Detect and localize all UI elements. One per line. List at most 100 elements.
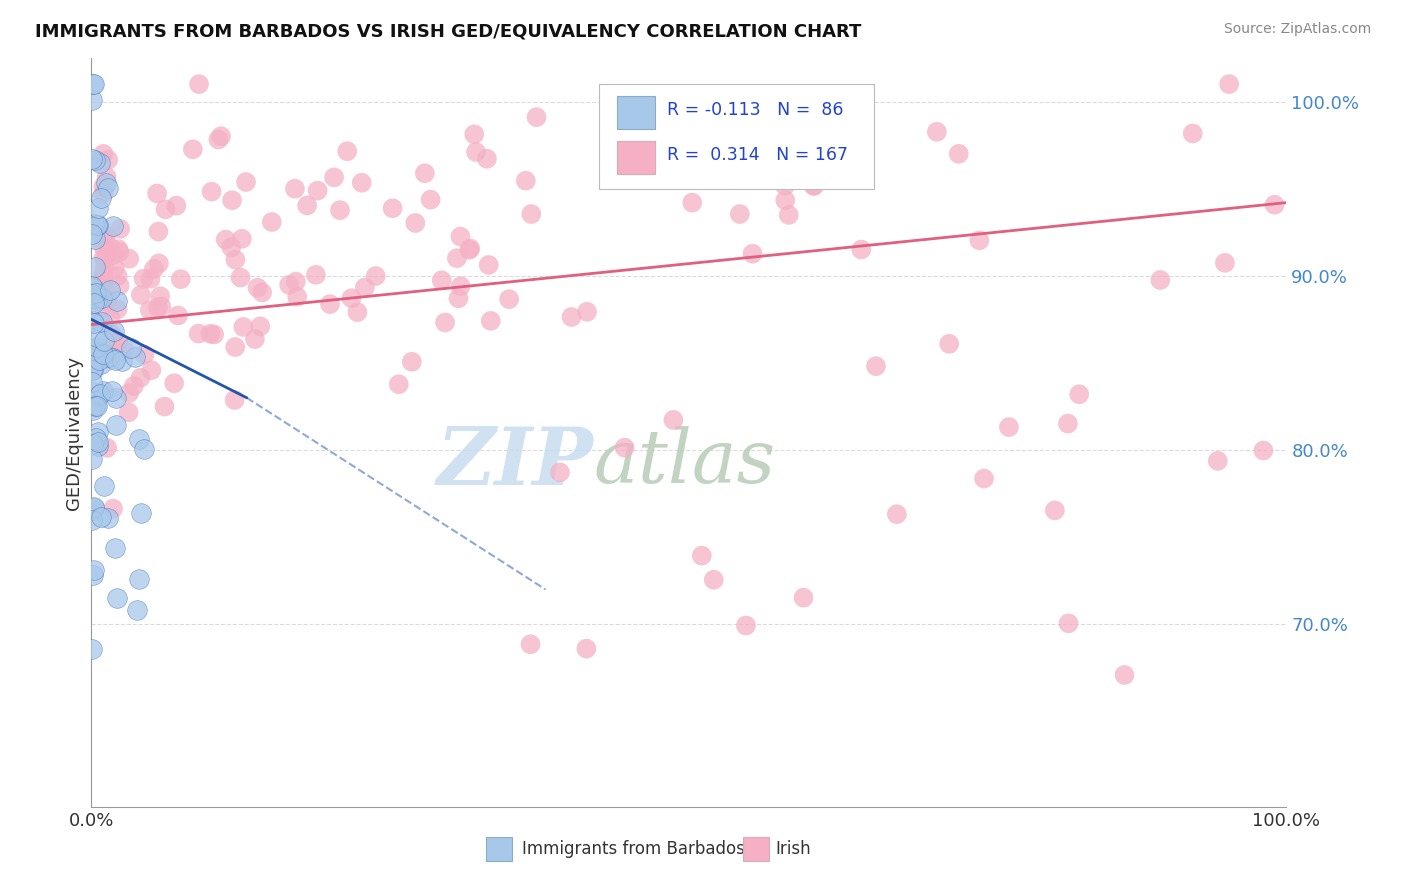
Point [463, 128, 485, 142]
Point [80, 93, 103, 107]
Point [155, 202, 177, 217]
Point [865, 359, 887, 373]
Point [97, 153, 120, 167]
Point [938, 336, 960, 351]
Point [181, 142, 204, 156]
Point [93, 147, 114, 161]
Point [224, 392, 246, 407]
Point [478, 258, 501, 272]
Point [150, 300, 173, 314]
Point [613, 441, 636, 455]
Text: atlas: atlas [593, 426, 776, 499]
Point [329, 203, 352, 218]
Point [224, 340, 246, 354]
Point [98, 310, 121, 325]
Point [87, 388, 110, 402]
Point [1114, 668, 1136, 682]
Point [340, 291, 363, 305]
Point [364, 268, 387, 283]
Point [973, 471, 995, 485]
Point [101, 351, 124, 366]
Point [87, 218, 110, 232]
Point [114, 343, 136, 358]
Point [83, 563, 105, 577]
Point [84, 431, 107, 445]
Point [285, 290, 308, 304]
Point [229, 270, 252, 285]
Point [86, 293, 108, 307]
Point [93, 251, 114, 265]
Point [703, 573, 725, 587]
Point [111, 354, 134, 368]
Point [727, 112, 749, 127]
Text: ZIP: ZIP [436, 424, 593, 501]
Point [96, 169, 118, 184]
Point [336, 144, 359, 158]
Point [82, 385, 104, 400]
Point [167, 309, 190, 323]
Point [129, 288, 152, 302]
Point [165, 199, 187, 213]
Point [690, 549, 713, 563]
Point [609, 125, 631, 139]
Point [520, 207, 543, 221]
Point [86, 399, 108, 413]
Point [83, 316, 105, 330]
Point [90, 358, 112, 372]
Point [307, 184, 329, 198]
Point [104, 391, 127, 405]
Point [200, 326, 222, 341]
Point [94, 228, 117, 243]
Point [83, 355, 105, 369]
Y-axis label: GED/Equivalency: GED/Equivalency [65, 356, 83, 509]
Point [741, 246, 763, 260]
Point [221, 193, 243, 207]
Point [87, 344, 110, 359]
Point [93, 275, 114, 289]
Point [475, 152, 498, 166]
Point [84, 286, 107, 301]
Point [107, 334, 129, 349]
Point [295, 198, 318, 212]
Point [84, 153, 107, 167]
Point [139, 272, 162, 286]
Point [101, 501, 124, 516]
Point [98, 283, 121, 297]
Point [232, 320, 254, 334]
Point [231, 232, 253, 246]
Point [346, 305, 368, 319]
Point [93, 334, 115, 348]
Point [401, 355, 423, 369]
Text: R =  0.314   N = 167: R = 0.314 N = 167 [668, 146, 848, 164]
Point [323, 170, 346, 185]
Point [93, 260, 115, 275]
Point [87, 440, 110, 454]
Point [90, 191, 112, 205]
Point [146, 186, 169, 201]
Point [458, 243, 481, 257]
Bar [486, 838, 512, 861]
Point [96, 510, 118, 524]
Point [100, 384, 122, 398]
Point [128, 572, 150, 586]
Point [404, 216, 426, 230]
Point [662, 413, 685, 427]
Point [98, 351, 121, 365]
Point [104, 261, 127, 276]
Point [284, 182, 307, 196]
Point [117, 405, 139, 419]
Point [93, 240, 114, 254]
Point [83, 400, 105, 414]
Point [86, 330, 108, 344]
Point [82, 343, 104, 358]
Point [187, 326, 209, 341]
Point [751, 115, 773, 129]
Point [105, 417, 128, 432]
Point [636, 132, 658, 146]
Point [215, 233, 238, 247]
Point [93, 298, 114, 312]
Point [91, 316, 114, 330]
Point [82, 362, 104, 376]
Point [108, 278, 131, 293]
Point [778, 208, 800, 222]
